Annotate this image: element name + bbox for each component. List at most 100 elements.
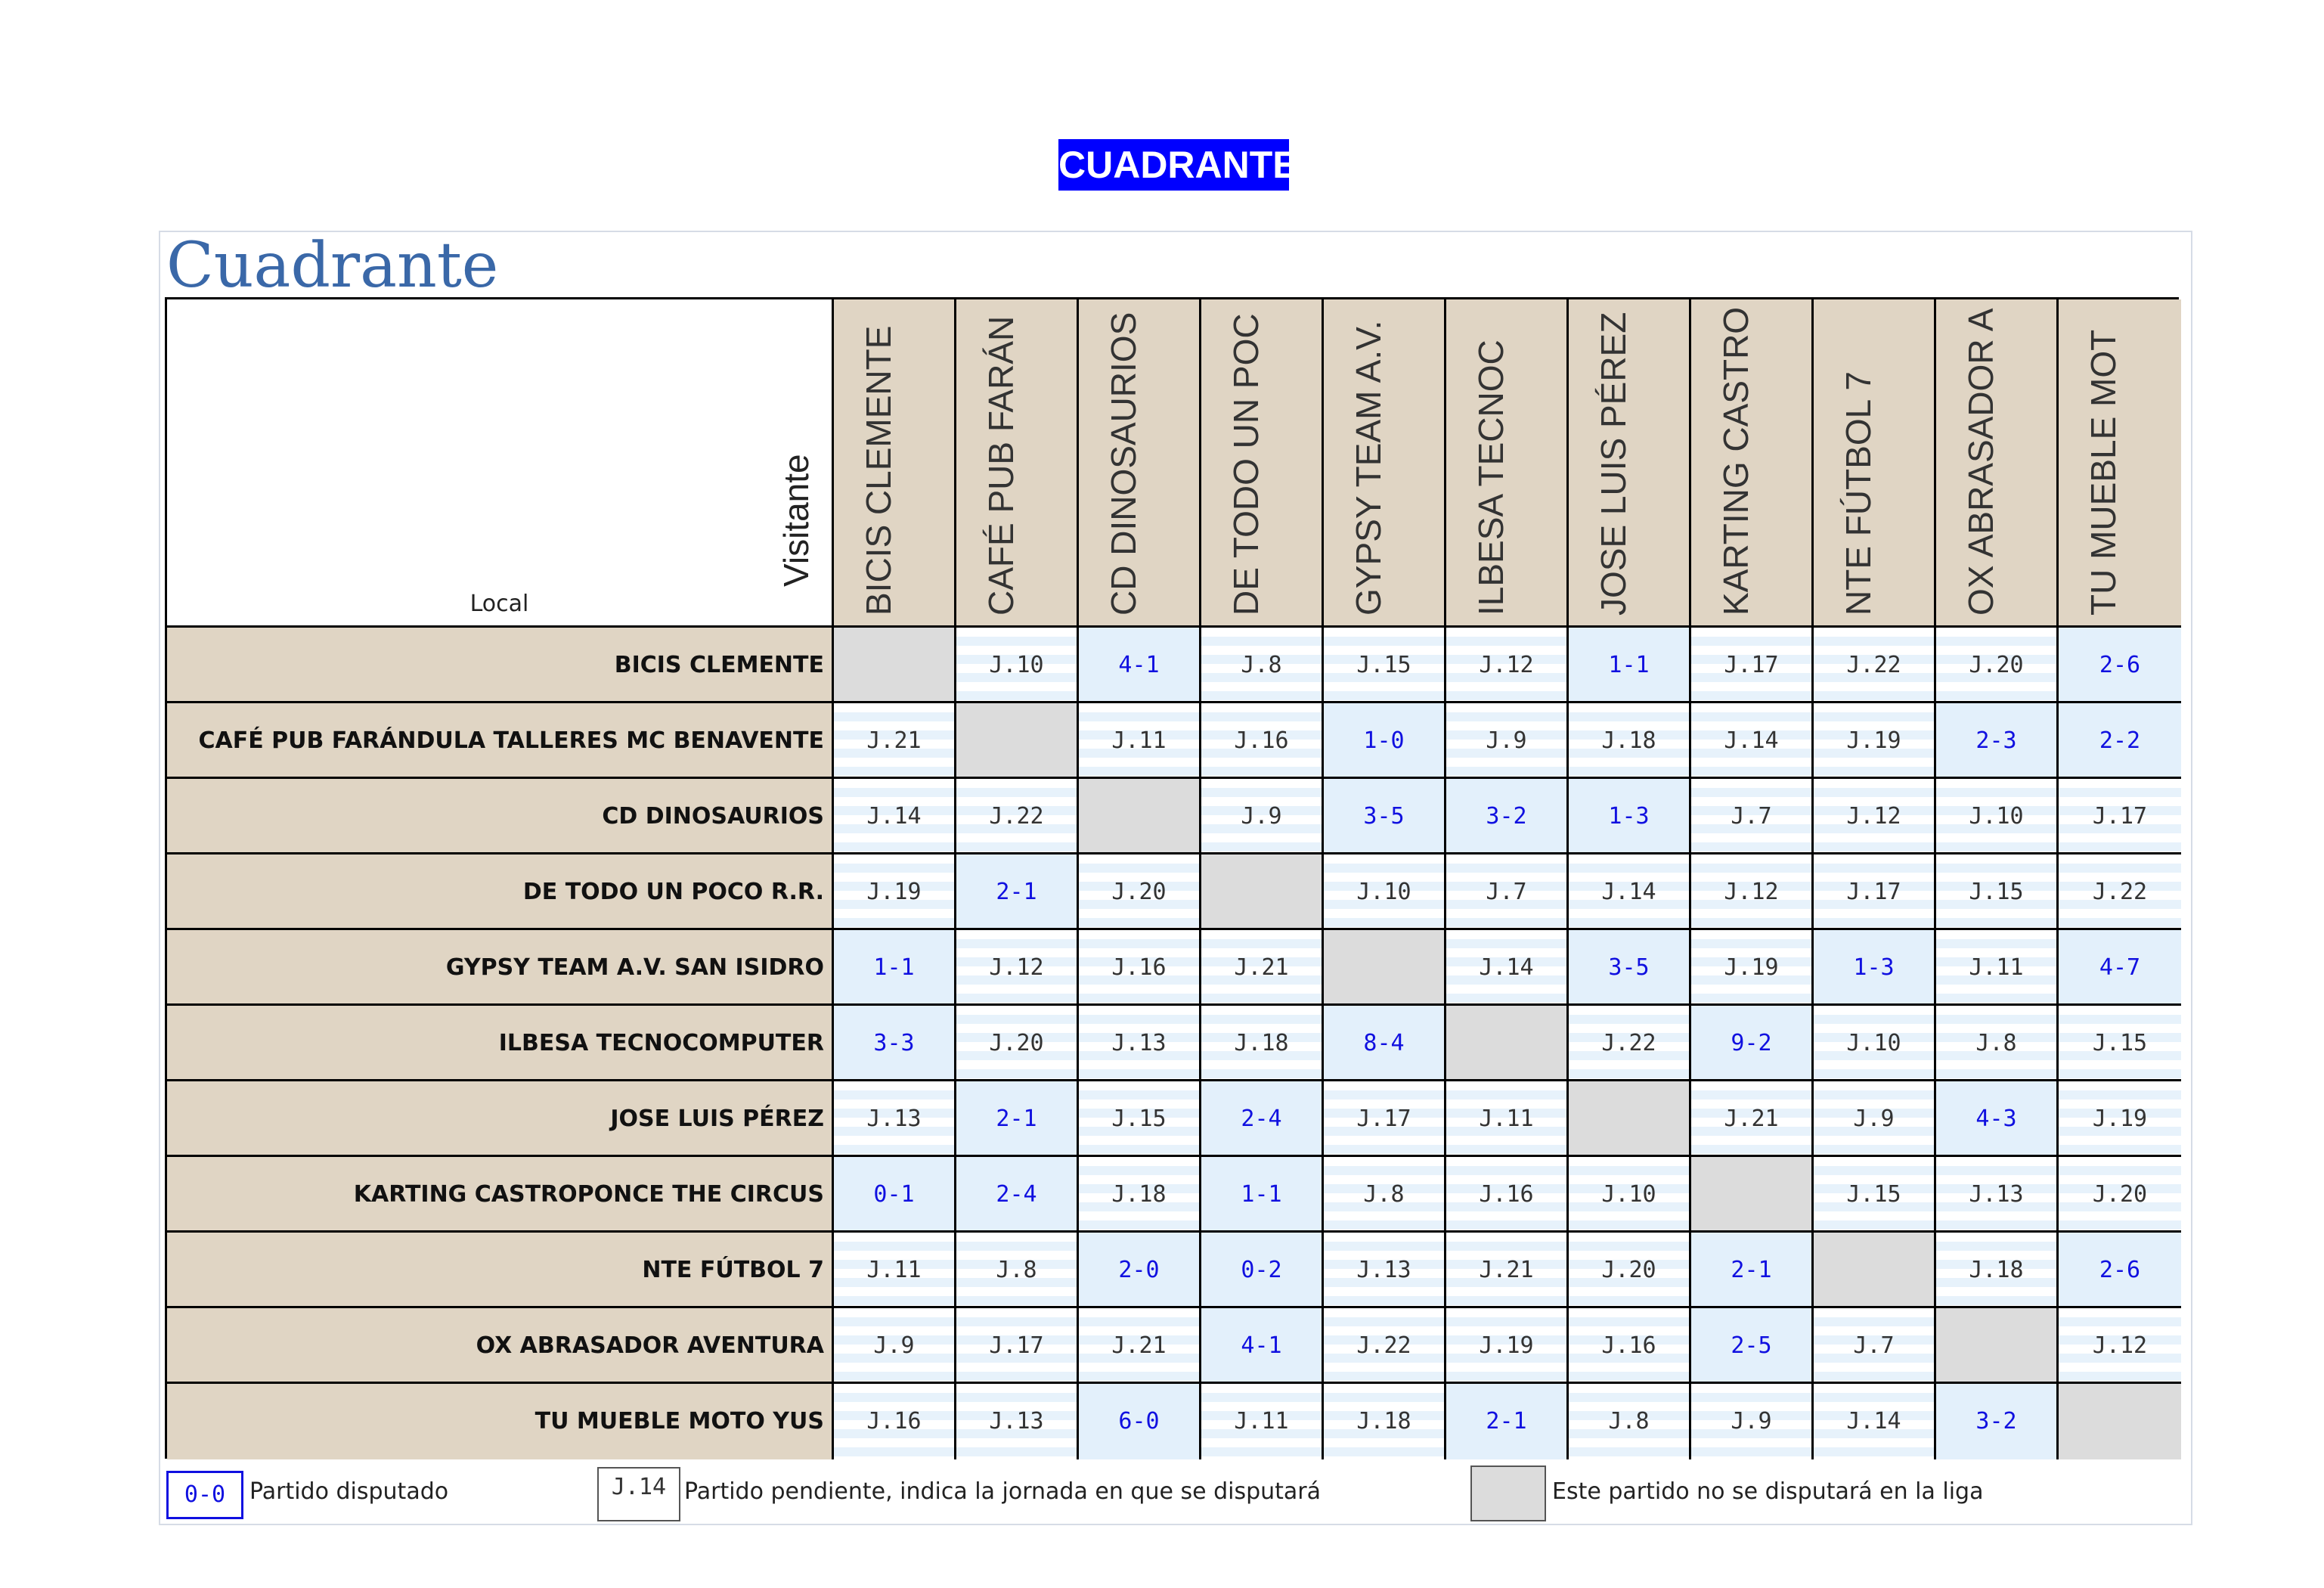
match-result-cell: 0-1 (834, 1157, 956, 1233)
legend-played-sample: 0-0 (166, 1471, 243, 1519)
legend-played-label: Partido disputado (249, 1478, 449, 1505)
column-header-label: CAFÉ PUB FARÁN (981, 315, 1021, 616)
match-result-cell: 1-3 (1569, 779, 1691, 854)
match-result-cell: 3-2 (1446, 779, 1569, 854)
match-result-cell: 4-1 (1201, 1308, 1324, 1384)
match-result-cell: 2-1 (1691, 1233, 1814, 1308)
pending-match-cell: J.14 (1569, 854, 1691, 930)
not-played-cell (1691, 1157, 1814, 1233)
pending-match-cell: J.16 (834, 1384, 956, 1459)
pending-match-cell: J.15 (2059, 1006, 2181, 1081)
pending-match-cell: J.10 (956, 628, 1079, 703)
column-header-label: DE TODO UN POC (1226, 313, 1266, 616)
pending-match-cell: J.17 (2059, 779, 2181, 854)
column-header: NTE FÚTBOL 7 (1814, 299, 1936, 628)
pending-match-cell: J.10 (1814, 1006, 1936, 1081)
not-played-cell (1569, 1081, 1691, 1157)
not-played-cell (1936, 1308, 2059, 1384)
home-axis-label: Local (469, 591, 529, 617)
match-result-cell: 6-0 (1079, 1384, 1201, 1459)
column-header: CAFÉ PUB FARÁN (956, 299, 1079, 628)
pending-match-cell: J.22 (1569, 1006, 1691, 1081)
pending-match-cell: J.16 (1569, 1308, 1691, 1384)
match-result-cell: 1-1 (834, 930, 956, 1006)
not-played-cell (1324, 930, 1446, 1006)
pending-match-cell: J.11 (1079, 703, 1201, 779)
pending-match-cell: J.13 (1324, 1233, 1446, 1308)
not-played-cell (1079, 779, 1201, 854)
pending-match-cell: J.8 (1936, 1006, 2059, 1081)
pending-match-cell: J.17 (1324, 1081, 1446, 1157)
column-header-label: JOSE LUIS PÉREZ (1594, 312, 1633, 616)
match-result-cell: 9-2 (1691, 1006, 1814, 1081)
pending-match-cell: J.15 (1936, 854, 2059, 930)
pending-match-cell: J.22 (1324, 1308, 1446, 1384)
fixture-grid: Visitante Local BICIS CLEMENTE CAFÉ PUB F… (165, 297, 2181, 1459)
pending-match-cell: J.8 (1201, 628, 1324, 703)
pending-match-cell: J.19 (1446, 1308, 1569, 1384)
row-header-team: BICIS CLEMENTE (167, 628, 834, 703)
column-header-label: NTE FÚTBOL 7 (1839, 371, 1878, 616)
pending-match-cell: J.20 (2059, 1157, 2181, 1233)
match-result-cell: 3-3 (834, 1006, 956, 1081)
legend-pending-label: Partido pendiente, indica la jornada en … (684, 1478, 1322, 1505)
pending-match-cell: J.22 (956, 779, 1079, 854)
pending-match-cell: J.13 (1079, 1006, 1201, 1081)
column-header-label: OX ABRASADOR A (1961, 308, 2000, 616)
pending-match-cell: J.12 (1446, 628, 1569, 703)
column-header-label: CD DINOSAURIOS (1104, 312, 1143, 616)
match-result-cell: 2-0 (1079, 1233, 1201, 1308)
pending-match-cell: J.22 (1814, 628, 1936, 703)
match-result-cell: 8-4 (1324, 1006, 1446, 1081)
pending-match-cell: J.20 (1936, 628, 2059, 703)
pending-match-cell: J.19 (834, 854, 956, 930)
pending-match-cell: J.21 (1079, 1308, 1201, 1384)
row-header-team: DE TODO UN POCO R.R. (167, 854, 834, 930)
match-result-cell: 2-6 (2059, 1233, 2181, 1308)
pending-match-cell: J.21 (1446, 1233, 1569, 1308)
column-header: KARTING CASTRO (1691, 299, 1814, 628)
pending-match-cell: J.17 (1814, 854, 1936, 930)
legend-pending-sample: J.14 (597, 1467, 680, 1521)
pending-match-cell: J.18 (1079, 1157, 1201, 1233)
pending-match-cell: J.9 (1814, 1081, 1936, 1157)
pending-match-cell: J.11 (834, 1233, 956, 1308)
match-result-cell: 2-1 (956, 854, 1079, 930)
grid-corner: Visitante Local (167, 299, 834, 628)
column-header: CD DINOSAURIOS (1079, 299, 1201, 628)
legend-not-played-swatch (1470, 1465, 1546, 1521)
pending-match-cell: J.15 (1814, 1157, 1936, 1233)
section-heading: Cuadrante (166, 230, 499, 302)
pending-match-cell: J.18 (1324, 1384, 1446, 1459)
not-played-cell (956, 703, 1079, 779)
match-result-cell: 4-1 (1079, 628, 1201, 703)
pending-match-cell: J.17 (956, 1308, 1079, 1384)
column-header-label: ILBESA TECNOC (1471, 340, 1511, 616)
match-result-cell: 4-7 (2059, 930, 2181, 1006)
pending-match-cell: J.9 (1691, 1384, 1814, 1459)
column-header-label: TU MUEBLE MOT (2084, 329, 2123, 616)
pending-match-cell: J.20 (1569, 1233, 1691, 1308)
match-result-cell: 1-1 (1569, 628, 1691, 703)
match-result-cell: 1-3 (1814, 930, 1936, 1006)
match-result-cell: 3-2 (1936, 1384, 2059, 1459)
pending-match-cell: J.19 (1814, 703, 1936, 779)
pending-match-cell: J.22 (2059, 854, 2181, 930)
pending-match-cell: J.13 (956, 1384, 1079, 1459)
pending-match-cell: J.11 (1201, 1384, 1324, 1459)
row-header-team: CD DINOSAURIOS (167, 779, 834, 854)
last-column-separator (2056, 299, 2059, 1456)
row-header-team: KARTING CASTROPONCE THE CIRCUS (167, 1157, 834, 1233)
pending-match-cell: J.10 (1324, 854, 1446, 930)
pending-match-cell: J.12 (1691, 854, 1814, 930)
not-played-cell (2059, 1384, 2181, 1459)
pending-match-cell: J.20 (956, 1006, 1079, 1081)
match-result-cell: 2-5 (1691, 1308, 1814, 1384)
pending-match-cell: J.8 (1324, 1157, 1446, 1233)
legend-not-played-label: Este partido no se disputará en la liga (1552, 1478, 1984, 1505)
match-result-cell: 2-4 (1201, 1081, 1324, 1157)
pending-match-cell: J.8 (1569, 1384, 1691, 1459)
column-header: ILBESA TECNOC (1446, 299, 1569, 628)
column-header-label: BICIS CLEMENTE (859, 325, 898, 616)
pending-match-cell: J.7 (1814, 1308, 1936, 1384)
